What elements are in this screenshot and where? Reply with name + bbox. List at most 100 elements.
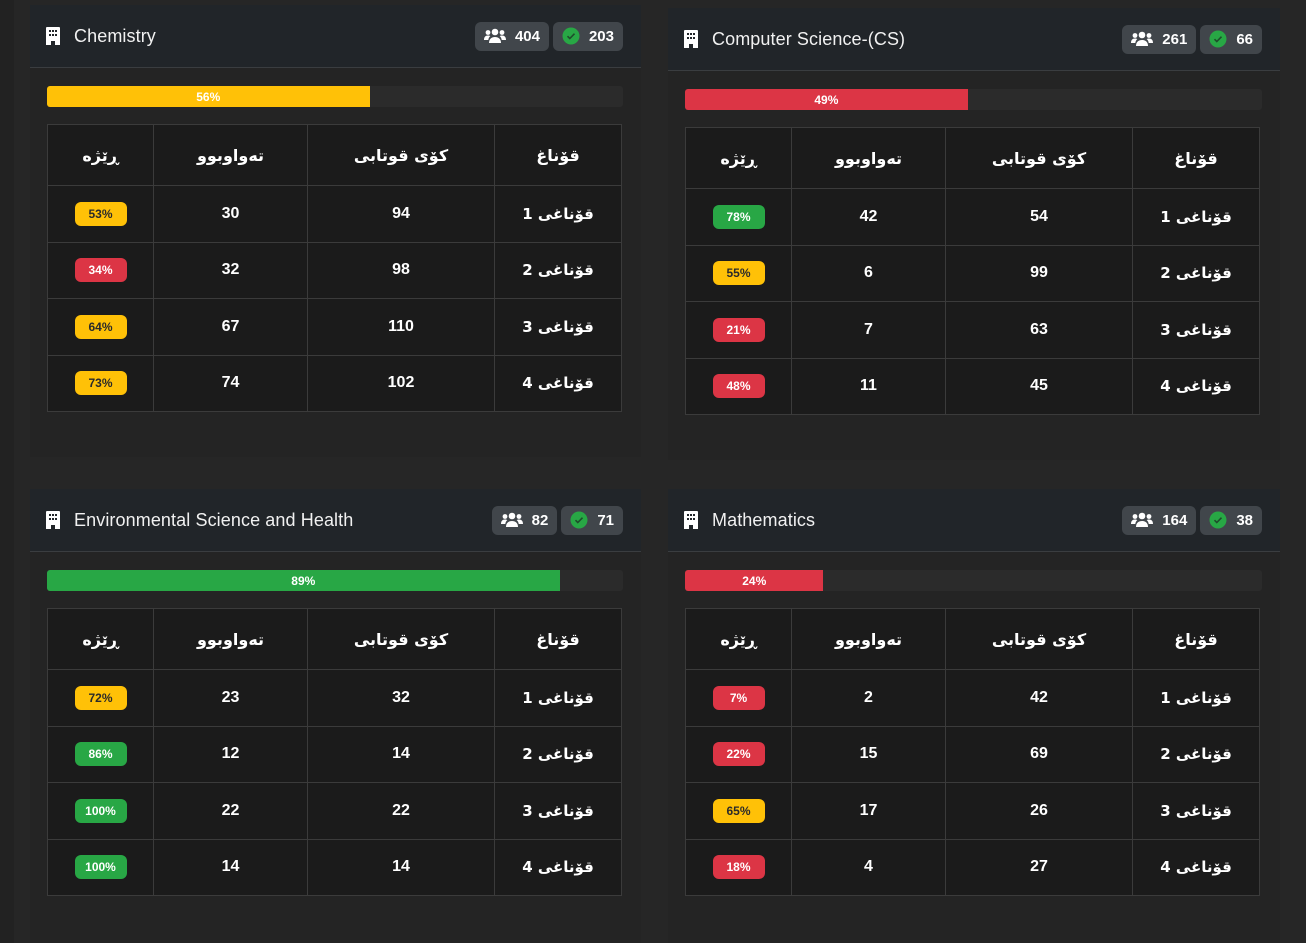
stat-group: 164 38 [1122, 505, 1262, 535]
header-stage: قۆناغ [1132, 608, 1260, 670]
students-count: 404 [514, 27, 540, 45]
cell-stage: قۆناغی 3 [1132, 301, 1260, 359]
cell-rate: 7% [685, 669, 792, 727]
building-icon [684, 30, 698, 48]
rate-badge: 22% [712, 742, 765, 767]
table-row: قۆناغی 4 102 74 73% [47, 354, 622, 412]
table-header-row: قۆناغ کۆی قوتابی تەواوبوو ڕێژە [47, 608, 622, 670]
department-card-2: Computer Science-(CS) 261 [668, 8, 1280, 460]
header-stage: قۆناغ [494, 124, 622, 186]
completed-count: 66 [1236, 30, 1253, 48]
table-row: قۆناغی 2 14 12 86% [47, 725, 622, 783]
rate-badge: 7% [712, 685, 765, 710]
header-completed: تەواوبوو [153, 608, 308, 670]
cell-total-students: 54 [945, 188, 1133, 246]
building-icon [46, 511, 60, 529]
cell-stage: قۆناغی 2 [494, 241, 622, 299]
progress-bar-track: 49% [685, 89, 1262, 110]
header-stage: قۆناغ [1132, 127, 1260, 189]
department-title: Chemistry [74, 25, 156, 46]
table-header-row: قۆناغ کۆی قوتابی تەواوبوو ڕێژە [47, 124, 622, 186]
cell-rate: 72% [47, 669, 154, 727]
cell-completed: 6 [791, 244, 946, 302]
cell-stage: قۆناغی 4 [494, 838, 622, 896]
rate-badge: 100% [74, 798, 127, 823]
cell-rate: 100% [47, 782, 154, 840]
students-count: 82 [531, 511, 549, 529]
students-count: 261 [1162, 30, 1188, 48]
rate-badge: 72% [74, 685, 127, 710]
cell-total-students: 102 [307, 354, 495, 412]
completed-count: 38 [1236, 511, 1253, 529]
table-row: قۆناغی 1 54 42 78% [685, 188, 1260, 246]
completed-count-badge: 203 [552, 21, 623, 51]
table-row: قۆناغی 3 110 67 64% [47, 298, 622, 356]
table-row: قۆناغی 2 99 6 55% [685, 244, 1260, 302]
completed-count: 71 [597, 511, 614, 529]
cell-stage: قۆناغی 1 [494, 185, 622, 243]
card-header: Chemistry 404 [30, 5, 641, 68]
cell-rate: 78% [685, 188, 792, 246]
cell-total-students: 69 [945, 725, 1133, 783]
table-row: قۆناغی 3 22 22 100% [47, 782, 622, 840]
table-row: قۆناغی 4 45 11 48% [685, 357, 1260, 415]
cell-total-students: 14 [307, 725, 495, 783]
cell-completed: 11 [791, 357, 946, 415]
cell-stage: قۆناغی 1 [1132, 669, 1260, 727]
header-total-students: کۆی قوتابی [307, 608, 495, 670]
cell-total-students: 45 [945, 357, 1133, 415]
progress-bar-track: 89% [47, 570, 623, 591]
cell-stage: قۆناغی 3 [494, 782, 622, 840]
table-header-row: قۆناغ کۆی قوتابی تەواوبوو ڕێژە [685, 608, 1260, 670]
rate-badge: 34% [74, 258, 127, 283]
cell-completed: 14 [153, 838, 308, 896]
completed-count-badge: 38 [1200, 505, 1262, 535]
cell-rate: 53% [47, 185, 154, 243]
students-count: 164 [1162, 511, 1188, 529]
table-row: قۆناغی 1 94 30 53% [47, 185, 622, 243]
progress-bar-track: 24% [685, 570, 1262, 591]
completed-count-badge: 71 [561, 505, 623, 535]
department-title: Environmental Science and Health [74, 509, 354, 530]
card-header: Mathematics 164 [668, 489, 1280, 552]
cell-rate: 22% [685, 725, 792, 783]
rate-badge: 21% [712, 317, 765, 342]
department-title: Mathematics [712, 509, 816, 530]
stat-group: 404 203 [474, 21, 623, 51]
cell-rate: 18% [685, 838, 792, 896]
check-circle-icon [1209, 30, 1227, 48]
completed-count-badge: 66 [1200, 24, 1262, 54]
rate-badge: 55% [712, 261, 765, 286]
cell-completed: 7 [791, 301, 946, 359]
building-icon [46, 27, 60, 45]
rate-badge: 86% [74, 742, 127, 767]
card-header: Computer Science-(CS) 261 [668, 8, 1280, 71]
cell-total-students: 14 [307, 838, 495, 896]
department-card-1: Chemistry 404 [30, 5, 641, 457]
header-completed: تەواوبوو [153, 124, 308, 186]
card-header: Environmental Science and Health 82 [30, 489, 641, 552]
cell-total-students: 99 [945, 244, 1133, 302]
table-row: قۆناغی 3 63 7 21% [685, 301, 1260, 359]
cell-stage: قۆناغی 1 [494, 669, 622, 727]
cell-completed: 4 [791, 838, 946, 896]
cell-total-students: 27 [945, 838, 1133, 896]
table-row: قۆناغی 1 42 2 7% [685, 669, 1260, 727]
students-count-badge: 164 [1122, 505, 1197, 535]
table-row: قۆناغی 2 69 15 22% [685, 725, 1260, 783]
cell-stage: قۆناغی 4 [1132, 838, 1260, 896]
cell-completed: 23 [153, 669, 308, 727]
cell-rate: 34% [47, 241, 154, 299]
header-completed: تەواوبوو [791, 608, 946, 670]
cell-stage: قۆناغی 4 [1132, 357, 1260, 415]
completed-count: 203 [588, 27, 614, 45]
cell-rate: 65% [685, 782, 792, 840]
progress-bar-fill: 56% [47, 86, 370, 107]
check-circle-icon [570, 511, 588, 529]
progress-bar-fill: 49% [685, 89, 968, 110]
cell-rate: 73% [47, 354, 154, 412]
header-rate: ڕێژە [685, 127, 792, 189]
stat-group: 261 66 [1122, 24, 1262, 54]
